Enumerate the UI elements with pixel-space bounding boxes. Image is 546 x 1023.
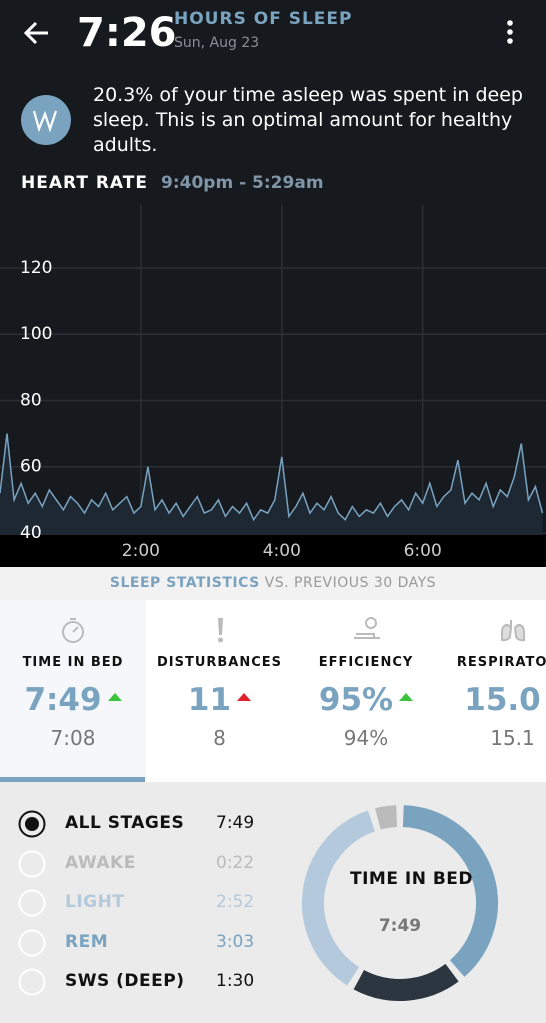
stats-row: TIME IN BED 7:49 7:08 DISTURBANCES 11 8 EFFICI… bbox=[0, 600, 546, 782]
y-tick-label: 120 bbox=[20, 258, 52, 278]
stages-panel: ALL STAGES 7:49 AWAKE 0:22 LIGHT 2:52 REM 3:03 S… bbox=[0, 782, 546, 1023]
donut-segment bbox=[353, 963, 459, 1001]
donut-segment bbox=[375, 805, 398, 830]
stat-label: DISTURBANCES bbox=[156, 655, 283, 670]
menu-button[interactable] bbox=[503, 18, 517, 46]
stage-label: ALL STAGES bbox=[65, 813, 185, 833]
donut-total: 7:49 bbox=[378, 916, 422, 936]
radio-ring bbox=[18, 810, 46, 838]
stat-previous: 8 bbox=[213, 726, 226, 750]
trend-arrow bbox=[399, 693, 414, 701]
stat-card: RESPIRATORY 15.0 15.1 bbox=[440, 600, 546, 782]
insight-text: 20.3% of your time asleep was spent in d… bbox=[93, 84, 523, 156]
radio-button[interactable] bbox=[17, 888, 47, 918]
stage-value: 0:22 bbox=[216, 852, 255, 873]
stat-icon bbox=[354, 617, 380, 639]
stage-value: 2:52 bbox=[216, 892, 255, 912]
stat-previous: 7:08 bbox=[50, 726, 96, 750]
chart-subtitle: 9:40pm - 5:29am bbox=[161, 173, 324, 193]
radio-button[interactable] bbox=[17, 928, 47, 958]
radio-ring bbox=[18, 929, 46, 956]
radio-ring bbox=[18, 968, 46, 996]
stage-label: SWS (DEEP) bbox=[65, 971, 185, 991]
x-tick-label: 2:00 bbox=[122, 541, 160, 561]
x-tick-label: 4:00 bbox=[263, 541, 301, 561]
trend-arrow bbox=[237, 693, 252, 701]
trend-arrow-shape bbox=[237, 693, 252, 701]
stat-value-row: 7:49 bbox=[0, 682, 146, 718]
stat-value: 15.0 bbox=[464, 682, 541, 718]
stage-value: 3:03 bbox=[216, 931, 255, 952]
donut-segment bbox=[402, 805, 498, 977]
stat-icon bbox=[500, 620, 525, 642]
x-tick-label: 6:00 bbox=[404, 541, 442, 561]
y-tick-label: 40 bbox=[20, 523, 42, 543]
stat-value-row: 15.0 bbox=[440, 682, 546, 718]
radio-ring bbox=[18, 850, 46, 877]
chart-title: HEART RATE bbox=[21, 173, 148, 193]
stat-icon bbox=[217, 618, 223, 643]
trend-arrow-shape bbox=[107, 693, 122, 701]
y-tick-label: 60 bbox=[20, 457, 42, 477]
stat-label: RESPIRATORY bbox=[456, 655, 546, 670]
donut-title: TIME IN BED bbox=[350, 869, 474, 889]
radio-dot bbox=[25, 817, 39, 831]
header-date: Sun, Aug 23 bbox=[174, 35, 260, 51]
stat-value-row: 11 bbox=[147, 682, 293, 718]
stats-header: SLEEP STATISTICS VS. PREVIOUS 30 DAYS bbox=[0, 567, 546, 600]
stage-label: LIGHT bbox=[65, 892, 125, 912]
stage-label: REM bbox=[65, 931, 109, 952]
stat-value: 95% bbox=[318, 682, 394, 718]
heart-rate-area bbox=[0, 433, 543, 535]
stat-label: EFFICIENCY bbox=[318, 655, 414, 670]
header-title: HOURS OF SLEEP bbox=[174, 9, 353, 29]
trend-arrow bbox=[107, 693, 122, 701]
stat-card: DISTURBANCES 11 8 bbox=[147, 600, 293, 782]
y-tick-label: 80 bbox=[20, 390, 42, 410]
sleep-donut bbox=[302, 805, 498, 1001]
stats-title: SLEEP STATISTICS bbox=[109, 575, 260, 591]
stat-value: 7:49 bbox=[24, 682, 102, 718]
heart-rate-chart: 2:00 4:00 6:00 40 60 80 100 120 bbox=[0, 205, 546, 568]
stage-value: 1:30 bbox=[216, 971, 255, 991]
insight-icon bbox=[21, 95, 71, 145]
stat-card: EFFICIENCY 95% 94% bbox=[293, 600, 439, 782]
stage-value: 7:49 bbox=[216, 813, 255, 833]
radio-button[interactable] bbox=[17, 809, 47, 839]
trend-arrow-shape bbox=[399, 693, 414, 701]
stat-value-row: 95% bbox=[293, 682, 439, 718]
back-button[interactable] bbox=[22, 20, 52, 46]
stat-previous: 15.1 bbox=[490, 726, 535, 750]
stat-label: TIME IN BED bbox=[22, 655, 124, 670]
radio-button[interactable] bbox=[17, 849, 47, 879]
y-tick-label: 100 bbox=[20, 324, 52, 344]
header-time: 7:26 bbox=[77, 10, 177, 56]
stat-value: 11 bbox=[187, 682, 232, 718]
radio-ring bbox=[18, 889, 46, 917]
x-axis-band bbox=[0, 535, 546, 568]
heart-rate-line bbox=[0, 433, 544, 522]
selected-indicator bbox=[0, 777, 145, 782]
stage-label: AWAKE bbox=[65, 852, 136, 873]
radio-button[interactable] bbox=[17, 967, 47, 997]
stats-subtitle: VS. PREVIOUS 30 DAYS bbox=[264, 575, 437, 591]
stat-card: TIME IN BED 7:49 7:08 bbox=[0, 600, 146, 782]
stat-icon bbox=[62, 618, 84, 643]
stat-previous: 94% bbox=[343, 726, 389, 750]
donut-segment bbox=[302, 810, 376, 986]
